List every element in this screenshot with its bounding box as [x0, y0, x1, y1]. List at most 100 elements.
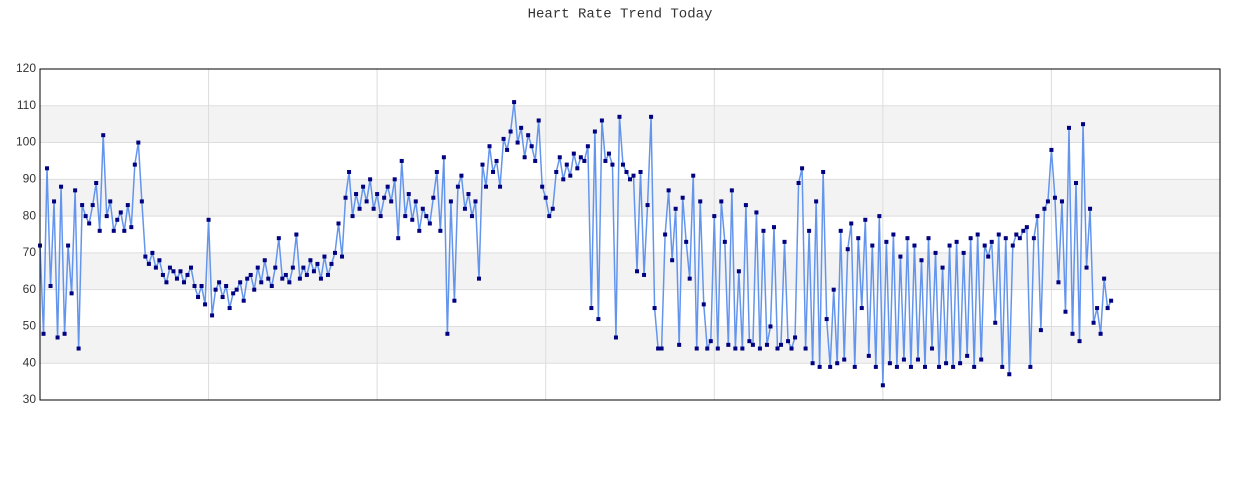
- data-point: [824, 317, 829, 322]
- data-point: [139, 199, 144, 204]
- data-point: [880, 383, 885, 388]
- data-point: [557, 155, 562, 160]
- data-point: [807, 228, 812, 233]
- data-point: [743, 203, 748, 208]
- data-point: [111, 228, 116, 233]
- data-point: [473, 199, 478, 204]
- data-point: [736, 269, 741, 274]
- data-point: [1035, 214, 1040, 219]
- data-point: [596, 317, 601, 322]
- data-point: [582, 158, 587, 163]
- data-point: [719, 199, 724, 204]
- data-point: [308, 258, 313, 263]
- y-tick-label: 110: [17, 98, 36, 112]
- data-point: [821, 169, 826, 174]
- data-point: [733, 346, 738, 351]
- data-point: [993, 320, 998, 325]
- data-point: [329, 261, 334, 266]
- data-point: [779, 342, 784, 347]
- data-point: [1017, 236, 1022, 241]
- data-point: [789, 346, 794, 351]
- data-point: [97, 228, 102, 233]
- data-point: [740, 346, 745, 351]
- data-point: [167, 265, 172, 270]
- data-point: [343, 195, 348, 200]
- data-point: [912, 243, 917, 248]
- data-point: [66, 243, 71, 248]
- data-point: [894, 364, 899, 369]
- data-point: [800, 166, 805, 171]
- data-point: [803, 346, 808, 351]
- data-point: [210, 313, 215, 318]
- data-point: [859, 306, 864, 311]
- data-point: [761, 228, 766, 233]
- data-point: [203, 302, 208, 307]
- data-point: [129, 225, 134, 230]
- data-point: [115, 217, 120, 222]
- data-point: [371, 206, 376, 211]
- data-point: [1095, 306, 1100, 311]
- data-point: [568, 173, 573, 178]
- data-point: [424, 214, 429, 219]
- data-point: [273, 265, 278, 270]
- y-tick-label: 40: [23, 355, 37, 369]
- data-point: [241, 298, 246, 303]
- data-point: [775, 346, 780, 351]
- data-point: [673, 206, 678, 211]
- data-point: [996, 232, 1001, 237]
- data-point: [828, 364, 833, 369]
- data-point: [297, 276, 302, 281]
- data-point: [315, 261, 320, 266]
- data-point: [768, 324, 773, 329]
- data-point: [41, 331, 46, 336]
- data-point: [526, 133, 531, 138]
- data-point: [199, 283, 204, 288]
- data-point: [304, 272, 309, 277]
- data-point: [269, 283, 274, 288]
- data-point: [543, 195, 548, 200]
- data-point: [947, 243, 952, 248]
- data-point: [547, 214, 552, 219]
- y-tick-label: 80: [23, 208, 37, 222]
- data-point: [561, 177, 566, 182]
- data-point: [884, 239, 889, 244]
- data-point: [322, 254, 327, 259]
- data-point: [476, 276, 481, 281]
- data-point: [1098, 331, 1103, 336]
- data-point: [965, 353, 970, 358]
- data-point: [866, 353, 871, 358]
- data-point: [1056, 280, 1061, 285]
- data-point: [385, 184, 390, 189]
- data-point: [631, 173, 636, 178]
- data-point: [238, 280, 243, 285]
- data-point: [898, 254, 903, 259]
- data-point: [382, 195, 387, 200]
- data-point: [856, 236, 861, 241]
- data-point: [413, 199, 418, 204]
- data-point: [185, 272, 190, 277]
- data-point: [782, 239, 787, 244]
- data-point: [262, 258, 267, 263]
- data-point: [1081, 122, 1086, 127]
- data-point: [764, 342, 769, 347]
- data-point: [680, 195, 685, 200]
- data-point: [656, 346, 661, 351]
- data-point: [923, 364, 927, 369]
- data-point: [118, 210, 123, 215]
- data-point: [466, 192, 471, 197]
- data-point: [192, 283, 197, 288]
- data-point: [283, 272, 288, 277]
- data-point: [90, 203, 95, 208]
- data-point: [438, 228, 443, 233]
- y-tick-label: 70: [23, 245, 37, 259]
- data-point: [104, 214, 109, 219]
- data-point: [649, 114, 654, 119]
- data-point: [979, 357, 984, 362]
- data-point: [417, 228, 422, 233]
- data-point: [1031, 236, 1036, 241]
- data-point: [564, 162, 569, 167]
- data-point: [652, 306, 657, 311]
- data-point: [754, 210, 759, 215]
- data-point: [150, 250, 155, 255]
- data-point: [845, 247, 850, 252]
